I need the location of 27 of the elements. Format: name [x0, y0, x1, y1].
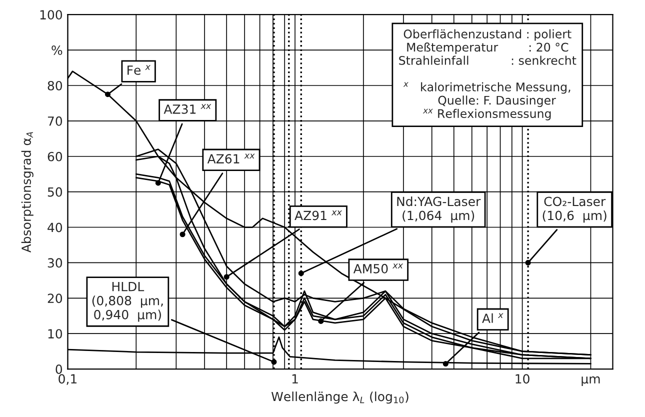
annotation: AZ91 $^{xx}$ — [294, 210, 342, 220]
text: Oberflächenzustand : poliert Meßtemperatur : 20 °C Strahleinfall : senkrecht $^{x}$ kalorimetrische Messung, Quelle: F. Dausinger $^{xx}$ Reflexionsmessung — [399, 29, 576, 120]
y-tick-label: 80 — [48, 80, 62, 90]
annotation: AM50 $^{xx}$ — [353, 264, 404, 274]
x-axis-title: Wellenlänge λ$_{L}$ (log$_{10}$) — [271, 392, 408, 404]
y-tick-label: 70 — [48, 116, 62, 126]
annotation: AZ61 $^{xx}$ — [207, 154, 255, 164]
y-tick-label: % — [52, 46, 62, 55]
y-tick-label: 0 — [56, 364, 62, 374]
y-tick-label: 10 — [48, 329, 62, 339]
x-tick-label: 0,1 — [58, 374, 77, 385]
y-tick-label: 30 — [48, 258, 62, 268]
annotation: Al $^{x}$ — [482, 313, 504, 323]
x-tick-label: 10 — [516, 374, 530, 384]
y-tick-label: 40 — [48, 222, 62, 232]
y-tick-label: 60 — [48, 152, 62, 162]
x-tick-label: 1 — [292, 374, 298, 384]
annotation: AZ31 $^{xx}$ — [164, 104, 212, 114]
y-tick-label: 20 — [48, 294, 62, 304]
x-tick-label: µm — [582, 376, 600, 386]
annotation: CO₂-Laser (10,6 µm) — [542, 196, 606, 223]
annotation: HLDL (0,808 µm, 0,940 µm) — [92, 282, 163, 322]
y-tick-label: 50 — [48, 187, 62, 197]
y-axis-title: Absorptionsgrad α$_{A}$ — [21, 132, 34, 253]
annotation: Nd:YAG-Laser (1,064 µm) — [397, 196, 481, 223]
annotation: Fe $^{x}$ — [128, 65, 151, 75]
y-tick-label: 100 — [40, 10, 62, 20]
